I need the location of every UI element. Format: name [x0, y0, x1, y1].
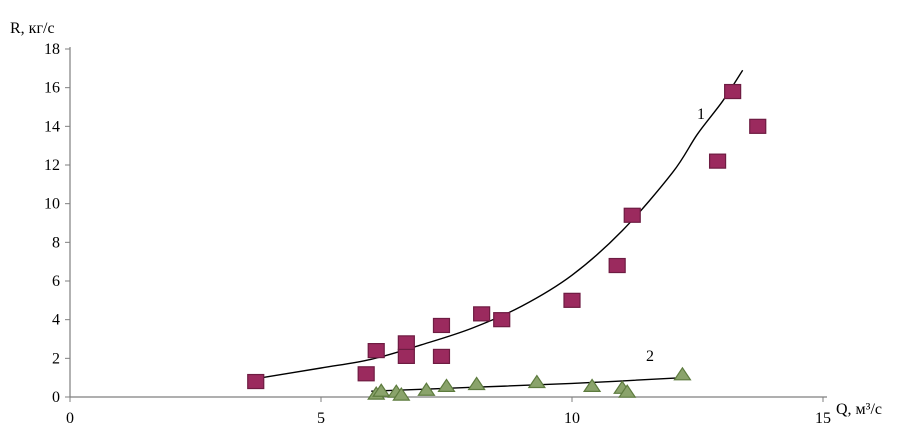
series-1-point — [724, 83, 742, 100]
series-2-point — [527, 374, 546, 389]
series-1-label: 1 — [697, 106, 705, 123]
series-2-trend-line — [371, 376, 683, 392]
y-tick-label: 10 — [44, 196, 60, 213]
labels: R, кг/с Q, м³/с 1 2 — [10, 20, 882, 418]
series-1-point — [623, 207, 641, 223]
series-2-point — [467, 376, 486, 391]
y-tick-label: 2 — [52, 350, 60, 367]
series-2-point — [618, 384, 637, 398]
y-axis-label: R, кг/с — [10, 20, 55, 37]
series-1-point — [432, 348, 451, 364]
y-tick-label: 12 — [44, 157, 60, 174]
series-1-point — [749, 118, 767, 134]
y-tick-label: 18 — [44, 41, 60, 58]
series-1-point — [397, 348, 415, 364]
y-tick-label: 4 — [52, 312, 60, 329]
y-tick-label: 8 — [52, 234, 60, 251]
series-1-point — [367, 343, 385, 359]
series-2-point — [673, 366, 692, 381]
series-2-point — [372, 383, 391, 397]
series-2-point — [437, 378, 456, 392]
series-1-point — [432, 317, 451, 334]
y-tick-label: 16 — [44, 80, 60, 97]
series-1-point — [493, 312, 511, 328]
series-1-point — [397, 335, 415, 351]
series-1-point — [473, 306, 491, 322]
series-2-point — [392, 387, 411, 401]
series-1-point — [608, 257, 626, 274]
x-tick-label: 15 — [815, 410, 831, 427]
series-1-point — [708, 153, 727, 169]
x-tick-label: 0 — [66, 410, 74, 427]
x-axis-label: Q, м³/с — [836, 401, 882, 418]
y-tick-label: 0 — [52, 389, 60, 406]
y-tick-label: 6 — [52, 273, 60, 290]
series-2-point — [582, 378, 602, 392]
series-2-point — [417, 382, 436, 396]
x-tick-label: 10 — [564, 410, 580, 427]
y-tick-label: 14 — [44, 118, 60, 135]
series-1-point — [247, 373, 265, 390]
series-1-point — [357, 366, 375, 382]
series-1-point — [563, 292, 581, 308]
series-1-trend-line — [255, 69, 744, 380]
data-points — [247, 83, 767, 401]
trend-lines — [255, 69, 744, 392]
x-tick-label: 5 — [317, 410, 325, 427]
series-2-label: 2 — [646, 348, 654, 365]
